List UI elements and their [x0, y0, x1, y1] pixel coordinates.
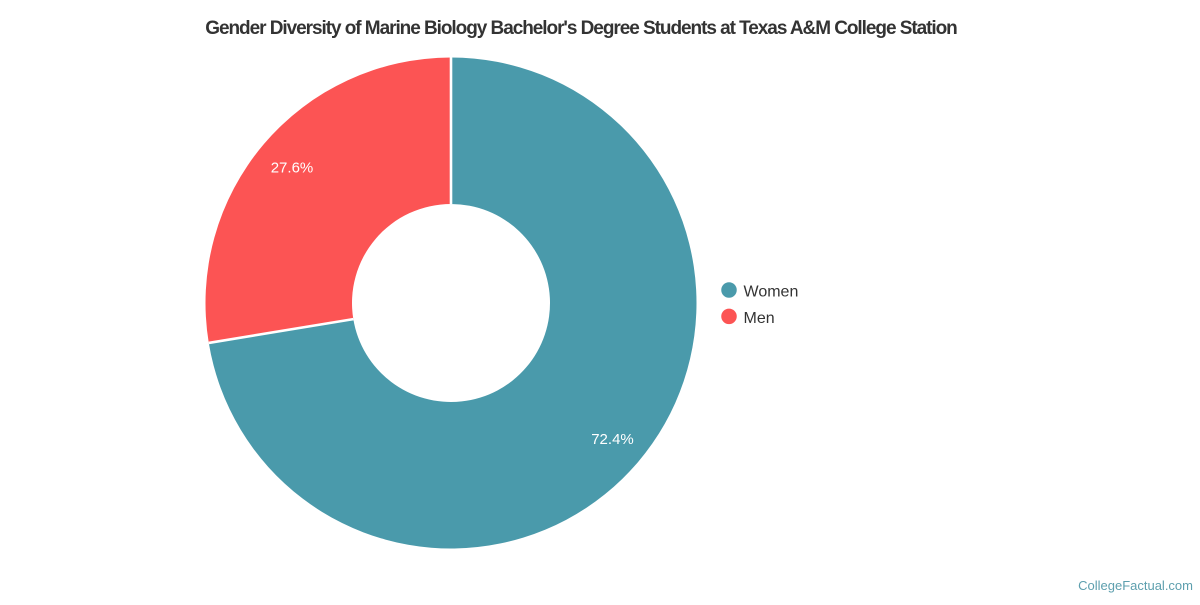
svg-text:CollegeFactual.com: CollegeFactual.com — [1078, 578, 1193, 593]
svg-text:Gender Diversity of Marine Bio: Gender Diversity of Marine Biology Bache… — [205, 18, 957, 39]
svg-text:27.6%: 27.6% — [271, 160, 314, 177]
svg-text:72.4%: 72.4% — [591, 431, 634, 448]
svg-text:Men: Men — [744, 310, 775, 327]
svg-text:Women: Women — [744, 284, 799, 301]
